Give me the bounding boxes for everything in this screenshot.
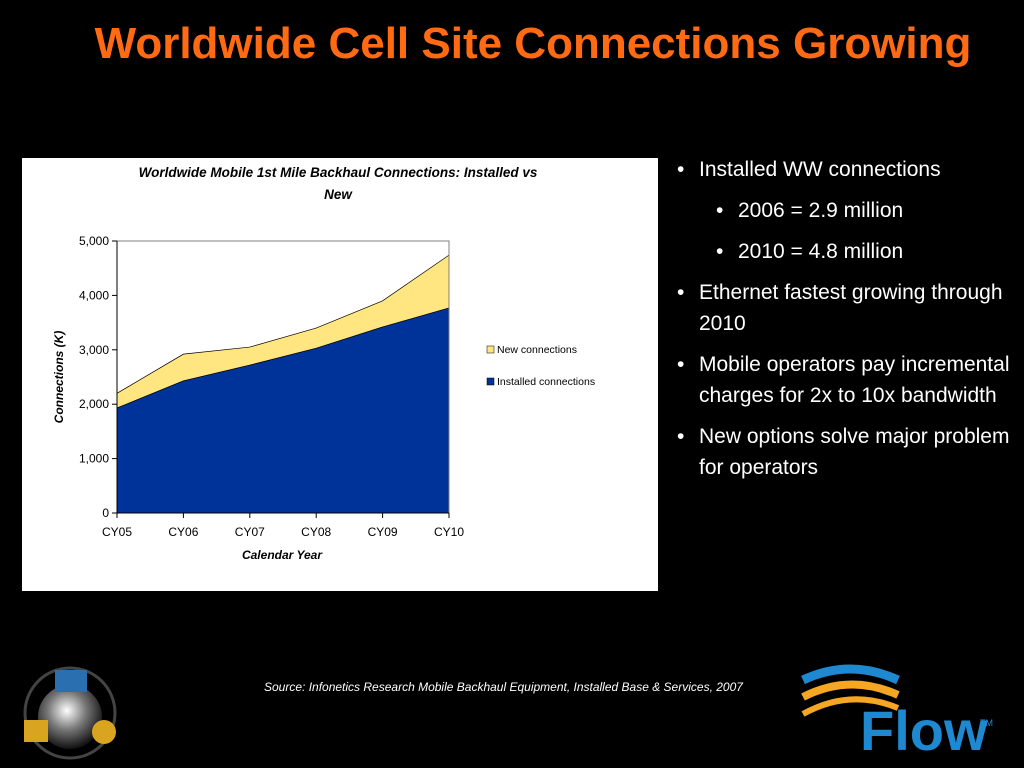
slide-title: Worldwide Cell Site Connections Growing — [94, 19, 972, 68]
x-tick-label: CY07 — [235, 525, 265, 539]
x-tick-label: CY06 — [168, 525, 198, 539]
footer-logos: Flow TM — [23, 664, 993, 762]
logo-ring — [23, 666, 117, 760]
flow-logo: Flow — [860, 699, 988, 762]
y-tick-label: 1,000 — [79, 452, 109, 466]
legend-swatch — [486, 345, 495, 354]
x-axis-label: Calendar Year — [242, 548, 323, 562]
y-tick-label: 3,000 — [79, 343, 109, 357]
bullet: Installed WW connections — [672, 154, 1017, 185]
bullet: Ethernet fastest growing through 2010 — [672, 277, 1017, 339]
x-tick-label: CY10 — [434, 525, 464, 539]
logo-globe — [38, 685, 102, 749]
x-tick-label: CY08 — [301, 525, 331, 539]
x-tick-label: CY05 — [102, 525, 132, 539]
legend-swatch — [486, 377, 495, 386]
legend-label: New connections — [497, 344, 577, 356]
logo-icon — [55, 670, 87, 692]
trademark: TM — [980, 718, 993, 728]
legend-label: Installed connections — [497, 376, 595, 388]
y-tick-label: 4,000 — [79, 288, 109, 302]
y-tick-label: 5,000 — [79, 234, 109, 248]
y-axis-label: Connections (K) — [52, 331, 66, 424]
flow-swoosh — [801, 664, 900, 685]
bullet: 2010 = 4.8 million — [711, 236, 1017, 267]
logo-icon — [92, 720, 116, 744]
source-note: Source: Infonetics Research Mobile Backh… — [264, 680, 743, 694]
flow-swoosh — [801, 696, 900, 717]
chart-title: Worldwide Mobile 1st Mile Backhaul Conne… — [139, 165, 538, 202]
bullet: Mobile operators pay incremental charges… — [672, 349, 1017, 411]
y-tick-label: 2,000 — [79, 397, 109, 411]
y-tick-label: 0 — [102, 506, 109, 520]
chart: Worldwide Mobile 1st Mile Backhaul Conne… — [22, 158, 658, 591]
logo-icon — [24, 720, 48, 742]
x-tick-label: CY09 — [368, 525, 398, 539]
bullet-list: Installed WW connections 2006 = 2.9 milli… — [672, 154, 1017, 493]
bullet: New options solve major problem for oper… — [672, 421, 1017, 483]
flow-swoosh — [801, 680, 900, 701]
bullet: 2006 = 2.9 million — [711, 195, 1017, 226]
